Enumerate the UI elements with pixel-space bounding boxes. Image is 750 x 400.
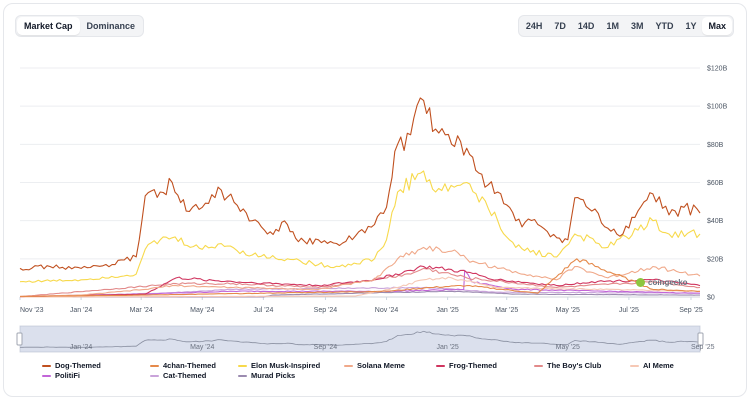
navigator-tick-label: Jan '24 (70, 344, 92, 351)
legend-swatch (238, 364, 247, 367)
x-tick-label: Sep '25 (679, 307, 703, 314)
legend-swatch (344, 364, 353, 367)
navigator-tick-label: Sep '24 (314, 344, 338, 351)
series-line-elon-musk-inspired (19, 170, 701, 283)
x-tick-label: Sep '24 (314, 307, 338, 314)
range-1m-button[interactable]: 1M (606, 21, 619, 31)
coingecko-watermark: coingecko (636, 278, 688, 287)
legend-swatch (630, 364, 639, 367)
legend-item-murad-picks[interactable]: Murad Picks (238, 371, 295, 380)
legend-swatch (42, 374, 51, 377)
x-tick-label: Jul '24 (253, 307, 273, 314)
x-axis: Nov '23 Jan '24 Mar '24 May '24 Jul '24 Sep '… (19, 297, 703, 314)
legend-label: Elon Musk-Inspired (251, 361, 321, 370)
legend-item-frog-themed[interactable]: Frog-Themed (436, 361, 497, 370)
legend-label: The Boy's Club (547, 361, 602, 370)
navigator-series (20, 330, 701, 348)
y-tick-label: $80B (707, 142, 724, 149)
x-tick-label: May '24 (190, 307, 214, 314)
series-line-dog-themed (19, 97, 701, 271)
y-tick-label: $0 (707, 295, 715, 302)
x-tick-label: Mar '25 (495, 307, 518, 314)
range-1y-button[interactable]: 1Y (685, 21, 697, 31)
navigator-tick-label: Sep '25 (691, 344, 715, 351)
navigator-selection (20, 326, 700, 352)
legend-label: Frog-Themed (449, 361, 497, 370)
legend-item-elon-musk-inspired[interactable]: Elon Musk-Inspired (238, 361, 320, 370)
x-tick-label: Nov '23 (20, 307, 44, 314)
legend-item-solana-meme[interactable]: Solana Meme (344, 361, 405, 370)
navigator-left-handle (16, 332, 23, 346)
tab-market-cap[interactable]: Market Cap (17, 17, 80, 35)
x-tick-label: Nov '24 (375, 307, 399, 314)
legend-label: 4chan-Themed (163, 361, 216, 370)
series-line-solana-meme (20, 245, 701, 297)
range-3m-button[interactable]: 3M (630, 21, 644, 31)
legend-swatch (436, 364, 445, 367)
legend-item-cat-themed[interactable]: Cat-Themed (150, 371, 206, 380)
legend-item-4chan-themed[interactable]: 4chan-Themed (150, 361, 216, 370)
legend-swatch (150, 364, 159, 367)
tab-dominance[interactable]: Dominance (86, 21, 136, 31)
navigator-tick-label: May '24 (190, 344, 214, 351)
range-7d-button[interactable]: 7D (554, 21, 566, 31)
legend-label: Murad Picks (251, 371, 296, 380)
series-line-ai-meme (20, 276, 701, 298)
range-ytd-button[interactable]: YTD (655, 21, 674, 31)
legend-item-ai-meme[interactable]: AI Meme (630, 361, 674, 370)
x-tick-label: Mar '24 (130, 307, 153, 314)
legend-swatch (150, 374, 159, 377)
y-axis: $0 $20B $40B $60B $80B $100B $120B (707, 66, 728, 302)
legend-label: Cat-Themed (163, 371, 207, 380)
legend-label: AI Meme (643, 361, 674, 370)
legend-swatch (42, 364, 51, 367)
legend-item-the-boy-s-club[interactable]: The Boy's Club (534, 361, 601, 370)
legend-swatch (534, 364, 543, 367)
grid-lines (20, 67, 700, 298)
legend-item-politifi[interactable]: PolitiFi (42, 371, 80, 380)
legend-label: Solana Meme (357, 361, 405, 370)
range-navigator[interactable]: Jan '24 May '24 Sep '24 Jan '25 May '25 Sep '… (16, 325, 715, 353)
plot-area[interactable] (19, 97, 701, 298)
legend-swatch (238, 374, 247, 377)
range-24h-button[interactable]: 24H (525, 21, 543, 31)
navigator-frame (19, 325, 701, 353)
series-line-4chan-themed (20, 258, 701, 297)
legend-label: PolitiFi (55, 371, 80, 380)
x-tick-label: Jul '25 (619, 307, 639, 314)
navigator-tick-label: Jan '25 (436, 344, 458, 351)
legend-label: Dog-Themed (55, 361, 101, 370)
y-tick-label: $100B (707, 104, 728, 111)
x-tick-label: Jan '25 (436, 307, 458, 314)
range-max-button[interactable]: Max (702, 17, 732, 35)
y-tick-label: $20B (707, 256, 724, 263)
y-tick-label: $120B (707, 66, 728, 73)
watermark-text: coingecko (648, 278, 688, 287)
legend-item-dog-themed[interactable]: Dog-Themed (42, 361, 101, 370)
x-tick-label: May '25 (556, 307, 580, 314)
range-14d-button[interactable]: 14D (577, 21, 595, 31)
y-tick-label: $60B (707, 180, 724, 187)
y-tick-label: $40B (707, 218, 724, 225)
time-range-selector: 24H 7D 14D 1M 3M YTD 1Y Max (517, 15, 734, 37)
metric-toggle: Market Cap Dominance (15, 15, 145, 37)
x-tick-label: Jan '24 (70, 307, 92, 314)
navigator-tick-label: May '25 (556, 344, 580, 351)
gecko-logo-icon (636, 278, 645, 287)
navigator-right-handle (697, 332, 704, 346)
